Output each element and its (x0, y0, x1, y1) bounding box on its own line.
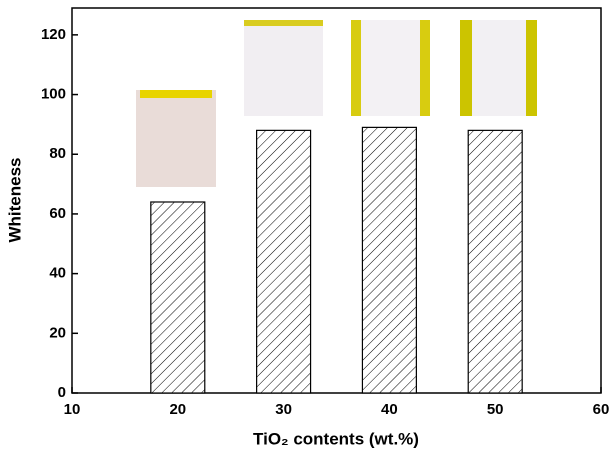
photo-tape (244, 20, 323, 26)
bar (151, 202, 205, 393)
photo-tape (526, 20, 537, 116)
y-axis-label: Whiteness (5, 157, 24, 242)
y-tick-label: 40 (49, 265, 66, 282)
x-axis-label: TiO₂ contents (wt.%) (253, 429, 419, 448)
y-tick-label: 20 (49, 324, 66, 341)
photo-tape (460, 20, 472, 116)
bar (257, 130, 311, 393)
sample-photo (244, 20, 323, 116)
y-tick-label: 120 (41, 26, 66, 43)
bar (362, 127, 416, 393)
x-tick-label: 40 (381, 401, 398, 418)
x-tick-label: 30 (275, 401, 292, 418)
chart: TiO₂ contents (wt.%) Whiteness 0 20 40 60 80… (0, 0, 610, 461)
sample-photo (136, 90, 216, 187)
x-tick-label: 10 (64, 401, 81, 418)
y-tick-label: 0 (58, 384, 66, 401)
x-tick-label: 60 (593, 401, 610, 418)
y-tick-label: 100 (41, 86, 66, 103)
photo-tape (351, 20, 361, 116)
bar (468, 130, 522, 393)
y-tick-label: 80 (49, 145, 66, 162)
y-tick-label: 60 (49, 205, 66, 222)
x-tick-label: 20 (169, 401, 186, 418)
x-tick-label: 50 (487, 401, 504, 418)
photo-tape (420, 20, 430, 116)
sample-photo (351, 20, 430, 116)
photo-tape (140, 90, 212, 98)
